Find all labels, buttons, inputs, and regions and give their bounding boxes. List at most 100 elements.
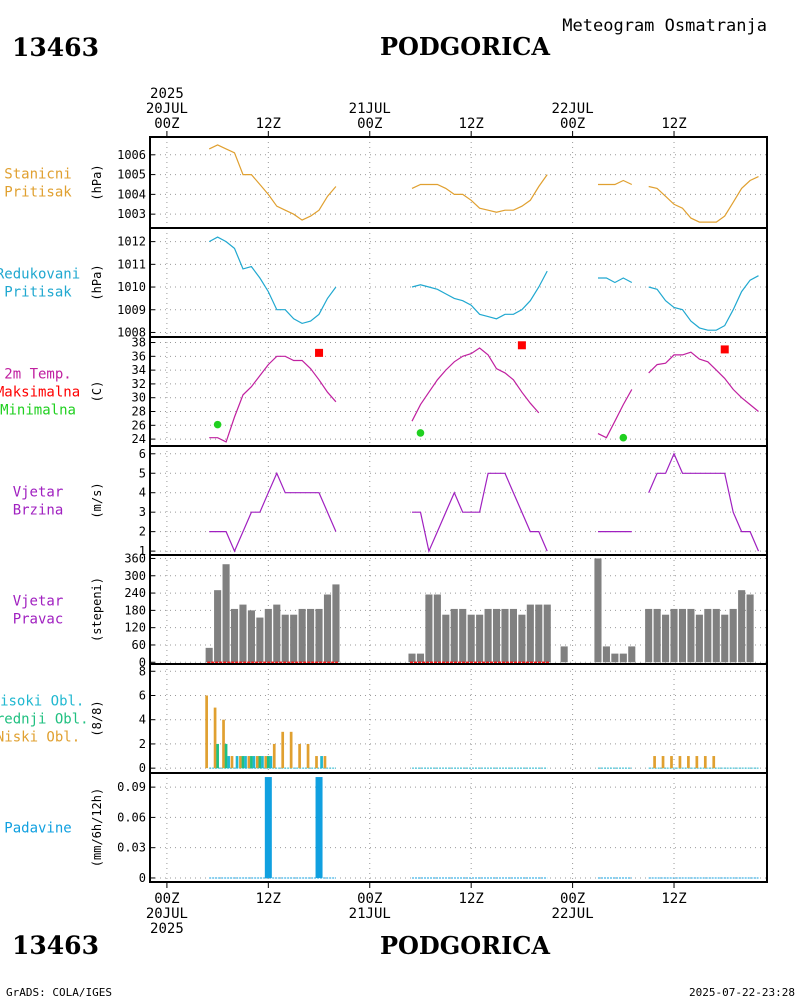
- min-temp-marker: [213, 420, 222, 429]
- frame-layer: [149, 136, 768, 883]
- wind-direction-bar: [662, 614, 670, 663]
- y-tick-label: 300: [124, 569, 146, 583]
- panel-label: Redukovani: [0, 267, 80, 283]
- cloud-bar: [269, 756, 273, 769]
- y-tick-label: 5: [139, 466, 146, 480]
- y-tick-label: 0.09: [117, 780, 146, 794]
- cloud-bar: [266, 756, 270, 769]
- station-name-header: PODGORICA: [380, 32, 550, 61]
- cloud-bar: [687, 756, 690, 769]
- y-tick-label: 1008: [117, 325, 146, 339]
- series-line: [209, 355, 337, 443]
- y-tick-label: 8: [139, 664, 146, 678]
- wind-direction-bar: [560, 646, 568, 663]
- panel-label: Pravac: [13, 612, 64, 628]
- station-name-footer: PODGORICA: [380, 931, 550, 960]
- cloud-bar: [298, 743, 301, 769]
- wind-direction-bar: [484, 608, 492, 663]
- station-id-header: 13463: [12, 33, 99, 62]
- panel-label: Niski Obl.: [0, 730, 80, 746]
- cloud-bar: [224, 743, 228, 769]
- y-axis-title: (8/8): [90, 700, 104, 736]
- series-line: [648, 176, 759, 223]
- cloud-bar: [289, 731, 293, 769]
- wind-direction-bar: [670, 608, 678, 663]
- time-label-top: 12Z: [256, 116, 281, 132]
- y-tick-label: 26: [132, 418, 146, 432]
- y-tick-label: 0: [139, 871, 146, 885]
- panel-frame: [149, 227, 768, 338]
- wind-direction-bar: [704, 608, 712, 663]
- wind-direction-bar: [729, 608, 737, 663]
- y-tick-label: 34: [132, 363, 146, 377]
- panel-label: Brzina: [13, 503, 64, 519]
- panel-label: Visoki Obl.: [0, 694, 84, 710]
- series-line: [208, 144, 337, 221]
- max-temp-marker: [720, 345, 729, 354]
- wind-direction-bar: [459, 608, 467, 663]
- cloud-bar: [255, 756, 259, 769]
- wind-direction-bar: [467, 614, 475, 663]
- wind-direction-bar: [509, 608, 517, 663]
- y-tick-label: 3: [139, 505, 146, 519]
- panel-label: Padavine: [4, 821, 71, 837]
- series-line: [412, 472, 548, 554]
- cloud-bar: [323, 756, 327, 769]
- cloud-bar: [661, 756, 665, 769]
- y-tick-label: 30: [132, 391, 146, 405]
- panel-label: Vjetar: [13, 485, 64, 501]
- y-tick-label: 1010: [117, 280, 146, 294]
- y-tick-label: 0: [139, 761, 146, 775]
- time-label-top: 00Z: [154, 116, 179, 132]
- wind-direction-bar: [264, 608, 272, 663]
- y-tick-label: 1004: [117, 187, 146, 201]
- wind-direction-bar: [230, 608, 239, 663]
- panel-label: Minimalna: [0, 403, 76, 419]
- time-label-bottom: 00Z: [560, 891, 585, 907]
- wind-direction-bar: [332, 584, 340, 663]
- cloud-bar: [264, 756, 268, 769]
- wind-direction-bar: [721, 614, 729, 663]
- cloud-bar: [222, 719, 225, 769]
- y-tick-label: 0: [139, 655, 146, 669]
- wind-direction-bar: [687, 608, 695, 663]
- panel-label: Stanicni: [4, 167, 71, 183]
- series-line: [411, 270, 548, 320]
- series-line: [411, 347, 540, 422]
- credit-text: GrADS: COLA/IGES: [6, 986, 112, 999]
- y-tick-label: 180: [124, 603, 146, 617]
- time-label-bottom: 20JUL: [146, 906, 188, 922]
- cloud-bar: [261, 756, 264, 769]
- timestamp-text: 2025-07-22-23:28: [689, 986, 795, 999]
- y-tick-label: 2: [139, 525, 146, 539]
- y-axis-title: (stepeni): [90, 577, 104, 642]
- wind-direction-bar: [416, 653, 425, 663]
- cloud-bar: [241, 756, 245, 769]
- station-id-footer: 13463: [12, 931, 99, 960]
- panel-label: Pritisak: [4, 185, 72, 201]
- panel-label: Pritisak: [4, 285, 72, 301]
- min-temp-marker: [619, 433, 628, 442]
- series-line: [648, 452, 760, 552]
- series-line: [411, 174, 548, 213]
- y-axis-title: (hPa): [90, 264, 104, 300]
- y-tick-label: 0.03: [117, 841, 146, 855]
- series-line: [598, 179, 633, 186]
- wind-direction-bar: [290, 614, 298, 663]
- panel-frame: [149, 336, 768, 447]
- time-label-top: 00Z: [357, 116, 382, 132]
- wind-direction-bar: [518, 614, 526, 663]
- wind-direction-bar: [315, 608, 323, 663]
- time-label-bottom: 12Z: [256, 891, 281, 907]
- y-tick-label: 24: [132, 432, 146, 446]
- wind-direction-bar: [247, 610, 255, 663]
- panel-label: Srednji Obl.: [0, 712, 89, 728]
- wind-direction-bar: [611, 653, 619, 663]
- cloud-bar: [213, 707, 217, 769]
- y-axis-title: (m/s): [90, 482, 104, 518]
- cloud-bar: [695, 756, 699, 769]
- wind-direction-bar: [678, 608, 687, 663]
- y-tick-label: 0.06: [117, 810, 146, 824]
